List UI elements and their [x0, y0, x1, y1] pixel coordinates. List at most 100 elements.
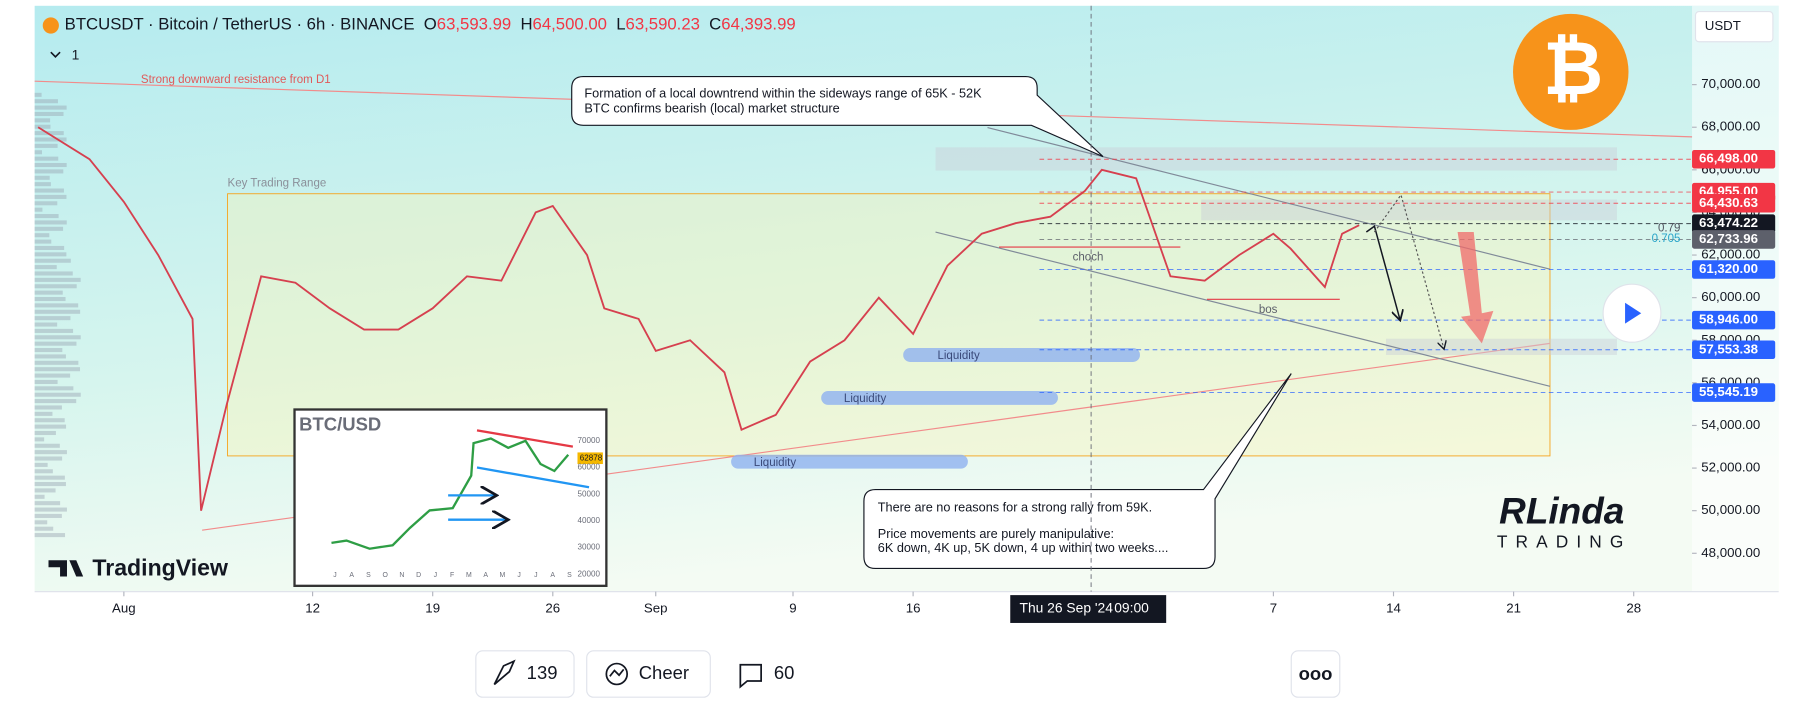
cheer-button[interactable]	[586, 650, 711, 698]
volume-bar	[34, 175, 50, 180]
more-button[interactable]	[1290, 650, 1341, 698]
x-tick-label: 19	[425, 601, 440, 616]
header-part: H	[520, 15, 532, 34]
volume-bar	[34, 399, 77, 404]
liquidity-zone	[731, 454, 968, 469]
volume-bar	[34, 290, 63, 295]
volume-bar	[34, 373, 71, 378]
y-tick-label: 60,000.00	[1701, 289, 1760, 304]
fib-label: 0.79	[1658, 223, 1680, 235]
x-tick-label: 14	[1386, 601, 1401, 616]
price-levels	[1039, 158, 1693, 394]
bearish-arrow	[1457, 232, 1494, 344]
callout-text: BTC confirms bearish (local) market stru…	[584, 100, 839, 115]
volume-bar	[34, 533, 66, 538]
volume-bar	[34, 226, 64, 231]
callout-box	[571, 75, 1104, 158]
price-axis-background	[1692, 5, 1779, 592]
inset-month: N	[399, 572, 404, 579]
volume-bar	[34, 124, 51, 129]
inset-month: D	[416, 572, 421, 579]
volume-bar	[34, 501, 61, 506]
y-tick-label: 68,000.00	[1701, 119, 1760, 134]
volume-bar	[34, 220, 67, 225]
bitcoin-logo	[1513, 13, 1629, 130]
annotation: Strong downward resistance from D1	[141, 74, 331, 86]
volume-bar	[34, 156, 59, 161]
boost-button[interactable]	[475, 650, 575, 698]
price-marker-label: 63,474.22	[1699, 215, 1758, 230]
rocket-icon	[493, 659, 516, 686]
volume-bar	[34, 367, 81, 372]
volume-bar	[34, 494, 45, 499]
comments-button[interactable]	[725, 650, 818, 698]
callout-box	[863, 373, 1292, 570]
volume-profile	[34, 92, 81, 538]
price-marker-label: 55,545.19	[1699, 384, 1758, 399]
inset-tag: 62878	[580, 453, 603, 462]
x-tick-label: 12	[305, 601, 320, 616]
projection-arrow-dotted	[1373, 193, 1443, 348]
volume-bar	[34, 456, 63, 461]
x-tick-label: 16	[906, 601, 921, 616]
x-tick-label: Sep	[644, 601, 668, 616]
volume-bar	[34, 507, 67, 512]
volume-bar	[34, 526, 54, 531]
y-tick-label: 62,000.00	[1701, 247, 1760, 262]
price-marker	[1692, 310, 1776, 330]
price-marker-label: 58,946.00	[1699, 312, 1758, 327]
inset-y-label: 20000	[577, 569, 600, 578]
volume-bar	[34, 143, 58, 148]
volume-bar	[34, 296, 66, 302]
liquidity-label: Liquidity	[754, 457, 797, 469]
volume-bar	[34, 182, 51, 187]
inset-month: S	[366, 572, 371, 579]
inset-line	[476, 466, 590, 489]
header-part: 64,500.00	[533, 15, 607, 34]
volume-bar	[34, 379, 58, 384]
volume-bar	[34, 513, 62, 518]
crosshair-label-bg	[1010, 595, 1167, 623]
volume-bar	[34, 207, 43, 212]
inset-month: J	[517, 572, 520, 579]
bitcoin-symbol: ₿	[1543, 27, 1603, 110]
comment-count: 60	[774, 662, 795, 683]
volume-bar	[34, 430, 56, 436]
brand-name: RLinda	[1499, 490, 1624, 532]
callout-text: 6K down, 4K up, 5K down, 4 up within two…	[878, 540, 1169, 555]
price-marker	[1692, 340, 1776, 360]
volume-bar	[34, 277, 81, 282]
liquidity-label: Liquidity	[844, 393, 887, 405]
x-tick-label: 21	[1506, 601, 1521, 616]
volume-bar	[34, 284, 77, 289]
price-marker	[1692, 214, 1776, 233]
header-part: L	[616, 15, 625, 34]
inset-month: M	[500, 572, 506, 579]
inset-price	[331, 437, 570, 550]
inset-month: A	[349, 572, 354, 579]
more-icon: ooo	[1299, 663, 1333, 684]
volume-bar	[34, 328, 74, 333]
volume-bar	[34, 469, 53, 474]
comment-icon	[739, 663, 762, 689]
volume-bar	[34, 437, 45, 442]
volume-bar	[34, 99, 58, 104]
resistance-zone	[1201, 199, 1617, 221]
volume-bar	[34, 194, 67, 199]
annotation: Key Trading Range	[228, 177, 327, 189]
chevron	[50, 51, 61, 58]
volume-bar	[34, 245, 65, 250]
currency-box[interactable]	[1694, 11, 1774, 43]
price-marker-label: 57,553.38	[1699, 341, 1758, 356]
volume-bar	[34, 443, 60, 448]
volume-bar	[34, 214, 59, 219]
volume-bar	[34, 233, 50, 238]
inset-title: BTC/USD	[299, 414, 381, 435]
volume-bar	[34, 252, 67, 257]
watermark: TradingView	[92, 555, 229, 581]
volume-bar	[34, 239, 52, 244]
inset-y-label: 60000	[577, 463, 600, 472]
cheer-icon	[605, 662, 629, 686]
